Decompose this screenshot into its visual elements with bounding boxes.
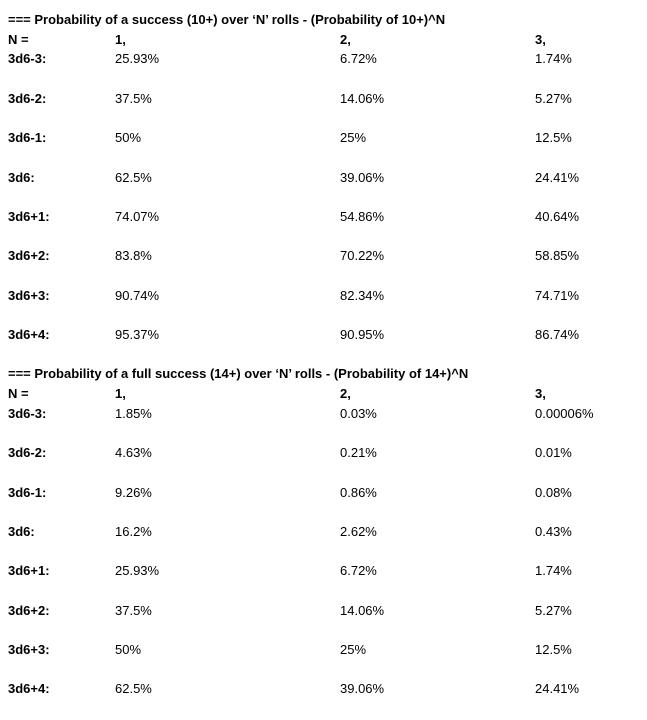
probability-value: 12.5% bbox=[535, 130, 572, 146]
row-label: 3d6-1: bbox=[8, 484, 47, 500]
table-rows: 3d6-3: 25.93% 6.72% 1.74% 3d6-2: 37.5% 14.06% 5… bbox=[8, 49, 647, 344]
probability-value: 1.74% bbox=[535, 51, 572, 67]
probability-value: 70.22% bbox=[340, 248, 385, 264]
probability-value: 50% bbox=[115, 130, 142, 146]
row-label: 3d6+4: bbox=[8, 327, 50, 342]
header-col: 3, bbox=[535, 31, 546, 47]
probability-value: 0.21% bbox=[340, 445, 377, 461]
row-label: 3d6: bbox=[8, 169, 35, 185]
table-title: === Probability of a full success (14+) … bbox=[8, 366, 469, 382]
probability-value: 24.41% bbox=[535, 169, 580, 185]
row-label: 3d6: bbox=[8, 523, 35, 539]
probability-value: 0.08% bbox=[535, 484, 572, 500]
row-label: 3d6+3: bbox=[8, 287, 50, 303]
table-row: 3d6+1: 25.93% 6.72% 1.74% bbox=[8, 561, 647, 581]
table-row: 3d6-2: 4.63% 0.21% 0.01% bbox=[8, 443, 647, 463]
probability-value: 0.86% bbox=[340, 484, 377, 500]
probability-value: 25% bbox=[340, 642, 367, 657]
probability-value: 25% bbox=[340, 130, 367, 146]
probability-value: 6.72% bbox=[340, 51, 377, 67]
probability-value: 12.5% bbox=[535, 642, 572, 657]
table-row: 3d6+2: 83.8% 70.22% 58.85% bbox=[8, 246, 647, 266]
header-col: 1, bbox=[115, 386, 126, 402]
probability-value: 4.63% bbox=[115, 445, 152, 461]
probability-value: 50% bbox=[115, 642, 142, 657]
table-row: 3d6-1: 50% 25% 12.5% bbox=[8, 128, 647, 148]
probability-value: 62.5% bbox=[115, 681, 152, 697]
probability-value: 39.06% bbox=[340, 681, 385, 697]
table-row: 3d6+4: 62.5% 39.06% 24.41% bbox=[8, 679, 647, 699]
row-label: 3d6-1: bbox=[8, 130, 47, 146]
probability-value: 25.93% bbox=[115, 51, 160, 67]
probability-value: 95.37% bbox=[115, 327, 160, 342]
table-row: 3d6+1: 74.07% 54.86% 40.64% bbox=[8, 207, 647, 227]
probability-value: 90.74% bbox=[115, 287, 160, 303]
row-label: 3d6+3: bbox=[8, 642, 50, 657]
row-label: 3d6+2: bbox=[8, 602, 50, 618]
table-row: 3d6+2: 37.5% 14.06% 5.27% bbox=[8, 601, 647, 621]
table-row: 3d6+4: 95.37% 90.95% 86.74% bbox=[8, 325, 647, 345]
row-label: 3d6+1: bbox=[8, 208, 50, 224]
probability-value: 0.03% bbox=[340, 405, 377, 421]
header-col: 2, bbox=[340, 386, 351, 402]
table-header-row: N = 1, 2, 3, bbox=[8, 30, 647, 50]
table-row: 3d6+3: 50% 25% 12.5% bbox=[8, 640, 647, 660]
probability-value: 39.06% bbox=[340, 169, 385, 185]
probability-value: 37.5% bbox=[115, 602, 152, 618]
probability-value: 58.85% bbox=[535, 248, 580, 264]
table-row: 3d6: 62.5% 39.06% 24.41% bbox=[8, 168, 647, 188]
probability-value: 5.27% bbox=[535, 602, 572, 618]
probability-value: 62.5% bbox=[115, 169, 152, 185]
probability-value: 25.93% bbox=[115, 563, 160, 579]
table-row: 3d6: 16.2% 2.62% 0.43% bbox=[8, 522, 647, 542]
probability-value: 2.62% bbox=[340, 523, 377, 539]
row-label: 3d6-3: bbox=[8, 405, 47, 421]
probability-value: 9.26% bbox=[115, 484, 152, 500]
probability-value: 74.07% bbox=[115, 208, 160, 224]
probability-value: 83.8% bbox=[115, 248, 152, 264]
probability-value: 0.00006% bbox=[535, 405, 594, 421]
header-col: 2, bbox=[340, 31, 351, 47]
table-row: 3d6-3: 1.85% 0.03% 0.00006% bbox=[8, 404, 647, 424]
table-row: 3d6-2: 37.5% 14.06% 5.27% bbox=[8, 89, 647, 109]
probability-value: 86.74% bbox=[535, 327, 580, 342]
table-title: === Probability of a success (10+) over … bbox=[8, 12, 446, 27]
probability-value: 74.71% bbox=[535, 287, 580, 303]
table-row: 3d6-3: 25.93% 6.72% 1.74% bbox=[8, 49, 647, 69]
probability-value: 37.5% bbox=[115, 90, 152, 106]
row-label: 3d6+4: bbox=[8, 681, 50, 697]
row-label: 3d6-2: bbox=[8, 90, 47, 106]
header-n-label: N = bbox=[8, 31, 29, 47]
row-label: 3d6+2: bbox=[8, 248, 50, 264]
table-row: 3d6+3: 90.74% 82.34% 74.71% bbox=[8, 286, 647, 306]
probability-value: 16.2% bbox=[115, 523, 152, 539]
probability-value: 1.85% bbox=[115, 405, 152, 421]
probability-value: 24.41% bbox=[535, 681, 580, 697]
header-n-label: N = bbox=[8, 386, 29, 402]
row-label: 3d6+1: bbox=[8, 563, 50, 579]
row-label: 3d6-3: bbox=[8, 51, 47, 67]
probability-value: 14.06% bbox=[340, 90, 385, 106]
probability-value: 6.72% bbox=[340, 563, 377, 579]
header-col: 3, bbox=[535, 386, 546, 402]
probability-value: 0.43% bbox=[535, 523, 572, 539]
probability-value: 82.34% bbox=[340, 287, 385, 303]
probability-value: 40.64% bbox=[535, 208, 580, 224]
row-label: 3d6-2: bbox=[8, 445, 47, 461]
probability-value: 1.74% bbox=[535, 563, 572, 579]
probability-value: 90.95% bbox=[340, 327, 385, 342]
full-success-14-table: === Probability of a full success (14+) … bbox=[8, 364, 647, 699]
probability-value: 5.27% bbox=[535, 90, 572, 106]
probability-value: 54.86% bbox=[340, 208, 385, 224]
header-col: 1, bbox=[115, 31, 126, 47]
table-rows: 3d6-3: 1.85% 0.03% 0.00006% 3d6-2: 4.63% 0.21%… bbox=[8, 404, 647, 699]
probability-value: 0.01% bbox=[535, 445, 572, 461]
table-row: 3d6-1: 9.26% 0.86% 0.08% bbox=[8, 483, 647, 503]
table-header-row: N = 1, 2, 3, bbox=[8, 384, 647, 404]
probability-value: 14.06% bbox=[340, 602, 385, 618]
success-10-table: === Probability of a success (10+) over … bbox=[8, 10, 647, 345]
